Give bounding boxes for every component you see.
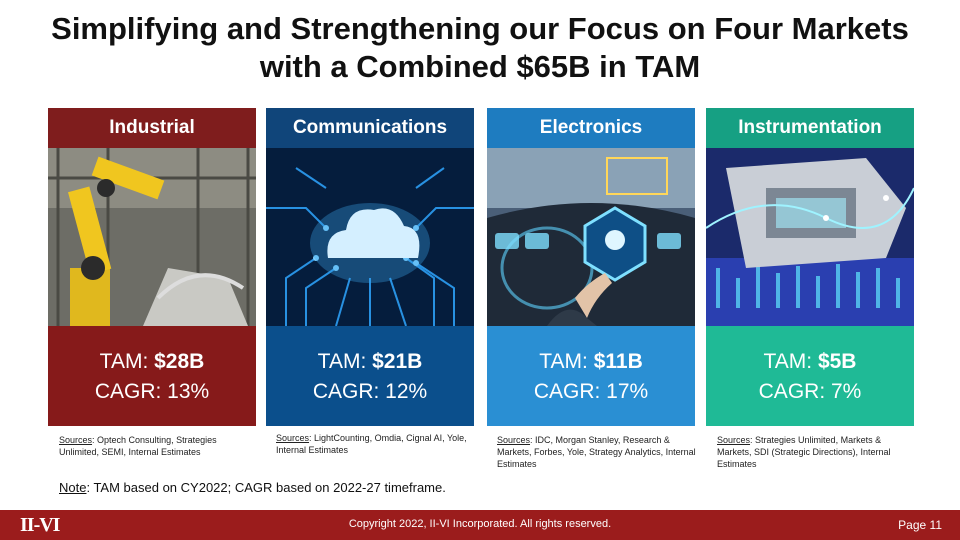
cloud-circuit-image — [266, 148, 474, 326]
tam-line: TAM: $5B — [763, 350, 857, 373]
cagr-line: CAGR: 7% — [758, 380, 862, 403]
card-body: TAM: $28B CAGR: 13% — [48, 326, 256, 426]
cagr-line: CAGR: 12% — [312, 380, 428, 403]
tam-line: TAM: $21B — [317, 350, 423, 373]
instrumentation-sources: Sources: Strategies Unlimited, Markets &… — [717, 435, 891, 469]
communications-card: Communications TAM: $21B CAGR: 12% — [266, 108, 474, 426]
company-logo: II-VI — [20, 514, 60, 536]
footer-bar: II-VI Copyright 2022, II-VI Incorporated… — [0, 510, 960, 540]
communications-sources: Sources: LightCounting, Omdia, Cignal AI… — [276, 433, 467, 455]
copyright: Copyright 2022, II-VI Incorporated. All … — [348, 518, 612, 530]
card-header: Communications — [266, 108, 474, 148]
tam-line: TAM: $11B — [539, 350, 643, 373]
card-header: Instrumentation — [706, 108, 914, 148]
industrial-sources: Sources: Optech Consulting, Strategies U… — [59, 435, 217, 457]
autonomous-car-dashboard-image — [487, 148, 695, 326]
footnote: Note: TAM based on CY2022; CAGR based on… — [59, 480, 446, 495]
page-number: Page 11 — [898, 518, 942, 532]
card-body: TAM: $5B CAGR: 7% — [706, 326, 914, 426]
slide-title: Simplifying and Strengthening our Focus … — [51, 11, 909, 84]
electronics-card: Electronics TAM: $11B CAGR: 17% — [487, 108, 695, 426]
instrumentation-card: Instrumentation TAM: $5B CAGR: 7% — [706, 108, 914, 426]
electronics-sources: Sources: IDC, Morgan Stanley, Research &… — [497, 435, 696, 469]
instrument-data-image — [706, 148, 914, 326]
card-header: Industrial — [48, 108, 256, 148]
card-body: TAM: $11B CAGR: 17% — [487, 326, 695, 426]
industrial-robot-image — [48, 148, 256, 326]
tam-line: TAM: $28B — [99, 350, 205, 373]
card-body: TAM: $21B CAGR: 12% — [266, 326, 474, 426]
industrial-card: Industrial TAM: $28B CAGR: 13% — [48, 108, 256, 426]
cagr-line: CAGR: 17% — [533, 380, 649, 403]
card-header: Electronics — [487, 108, 695, 148]
cagr-line: CAGR: 13% — [94, 380, 210, 403]
